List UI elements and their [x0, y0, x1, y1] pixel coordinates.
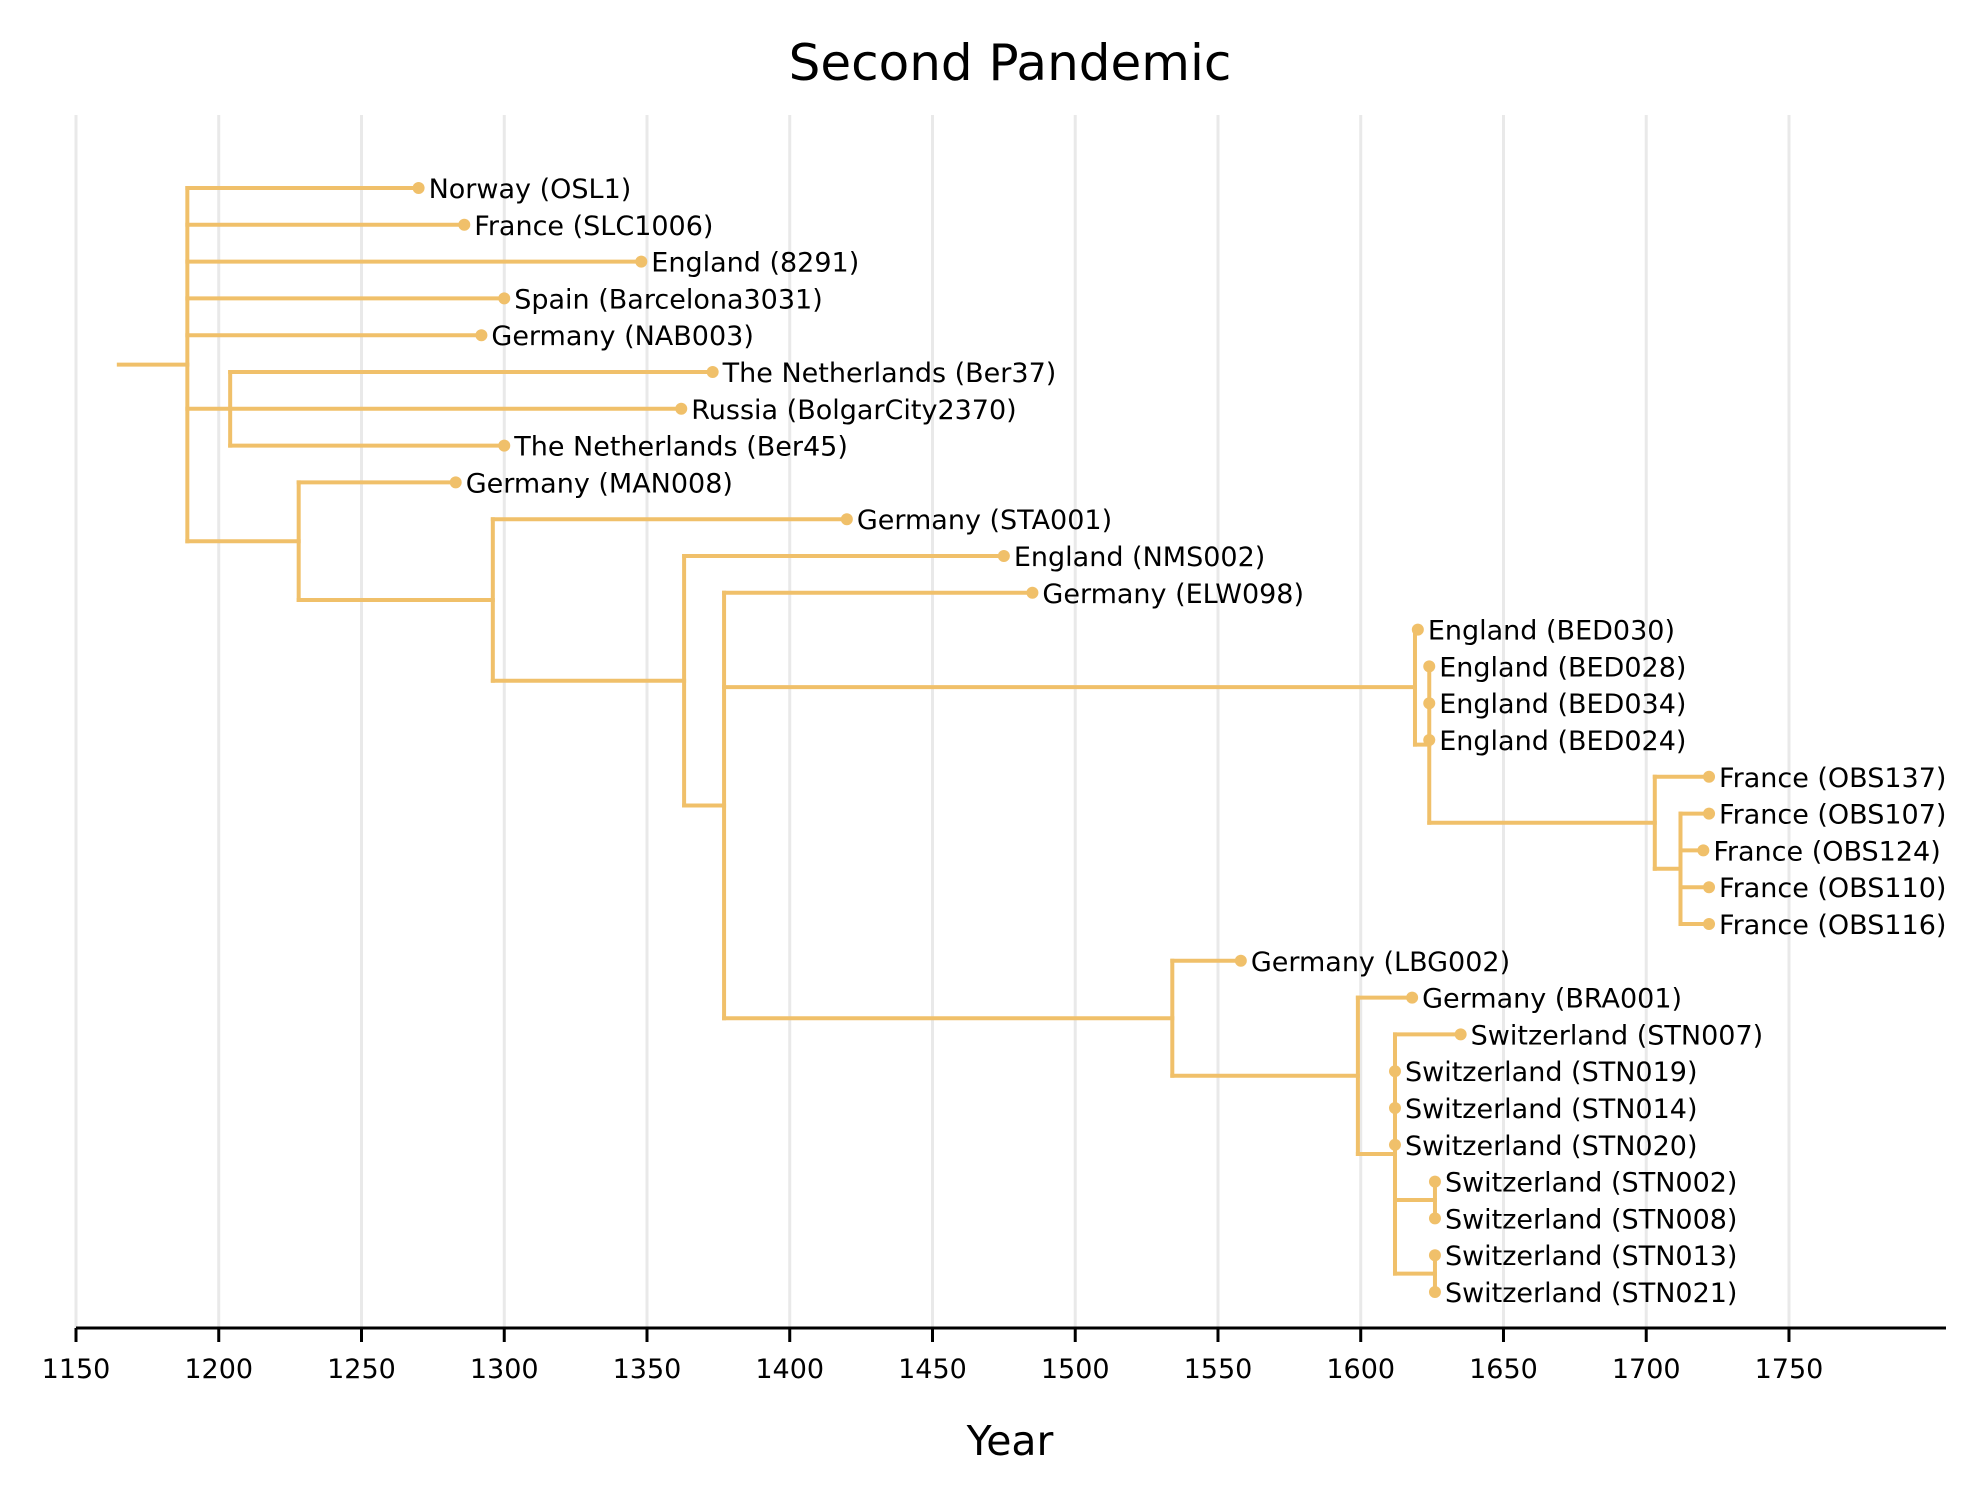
leaf-label: Norway (OSL1) — [429, 174, 632, 205]
leaf-tip — [1388, 1102, 1401, 1114]
leaf-tip — [1423, 660, 1436, 673]
leaf-tip — [1388, 1065, 1401, 1078]
leaf-tip — [1423, 734, 1436, 746]
leaf-tip — [1703, 807, 1716, 820]
x-tick-label: 1400 — [755, 1354, 824, 1385]
leaf-label: Switzerland (STN019) — [1405, 1057, 1698, 1088]
leaf-label: Switzerland (STN021) — [1445, 1278, 1738, 1309]
leaf-label: Germany (LBG002) — [1251, 947, 1510, 978]
leaf-tip — [1406, 991, 1419, 1004]
x-axis-label: Year — [966, 1417, 1054, 1465]
leaf-tip — [458, 218, 471, 231]
leaf-label: France (OBS107) — [1719, 800, 1946, 831]
leaf-label: Russia (BolgarCity2370) — [691, 395, 1016, 426]
x-tick-label: 1700 — [1612, 1354, 1681, 1385]
leaf-label: Germany (ELW098) — [1042, 579, 1304, 610]
leaf-tip — [1428, 1212, 1441, 1225]
leaf-label: England (BED028) — [1439, 652, 1686, 683]
chart-title: Second Pandemic — [789, 34, 1232, 92]
x-tick-label: 1550 — [1184, 1354, 1253, 1385]
leaf-tip — [1454, 1028, 1467, 1041]
leaf-tip — [498, 439, 511, 452]
leaf-label: Switzerland (STN013) — [1445, 1241, 1738, 1272]
leaf-tip — [498, 292, 511, 305]
leaf-tip — [449, 476, 462, 489]
leaf-label: France (OBS110) — [1719, 873, 1946, 904]
leaf-label: Spain (Barcelona3031) — [514, 284, 823, 315]
leaf-tip — [1703, 881, 1716, 894]
leaf-tip — [1428, 1286, 1441, 1298]
leaf-tip — [1026, 586, 1039, 599]
leaf-tip — [1411, 623, 1424, 636]
leaf-tip — [1234, 954, 1247, 967]
leaf-label: The Netherlands (Ber37) — [722, 358, 1057, 389]
leaf-label: England (NMS002) — [1014, 542, 1265, 573]
leaf-tip — [1697, 844, 1710, 857]
leaf-label: England (BED030) — [1428, 616, 1675, 647]
x-tick-label: 1300 — [470, 1354, 539, 1385]
leaf-label: England (BED024) — [1439, 726, 1686, 757]
x-tick-label: 1350 — [613, 1354, 682, 1385]
leaf-tip — [840, 513, 853, 526]
leaf-label: France (SLC1006) — [474, 211, 713, 242]
x-tick-label: 1500 — [1041, 1354, 1110, 1385]
x-tick-label: 1450 — [898, 1354, 967, 1385]
leaf-label: Germany (STA001) — [857, 505, 1112, 536]
leaf-label: Switzerland (STN014) — [1405, 1094, 1698, 1125]
leaf-tip — [1703, 770, 1716, 783]
leaf-label: Switzerland (STN007) — [1471, 1020, 1764, 1051]
leaf-tip — [475, 329, 488, 342]
leaf-label: Germany (MAN008) — [466, 468, 733, 499]
leaf-tip — [1703, 918, 1716, 930]
leaf-tip — [1388, 1138, 1401, 1151]
x-tick-label: 1150 — [42, 1354, 111, 1385]
x-tick-label: 1200 — [184, 1354, 253, 1385]
leaf-tip — [1423, 697, 1436, 710]
leaf-label: England (BED034) — [1439, 689, 1686, 720]
leaf-label: Germany (NAB003) — [491, 321, 753, 352]
leaf-tip — [706, 366, 719, 378]
leaf-tip — [997, 550, 1010, 562]
leaves: Norway (OSL1) France (SLC1006) England (82… — [412, 174, 1946, 1309]
leaf-label: France (OBS116) — [1719, 910, 1946, 941]
leaf-label: France (OBS137) — [1719, 763, 1946, 794]
leaf-tip — [1428, 1175, 1441, 1188]
leaf-label: Switzerland (STN002) — [1445, 1168, 1738, 1199]
leaf-tip — [412, 182, 425, 194]
x-tick-label: 1750 — [1755, 1354, 1824, 1385]
grid — [74, 115, 1791, 1328]
x-axis: 1150 1200 1250 1300 1350 1400 1450 1500 1550 1600… — [42, 1326, 1946, 1385]
x-tick-label: 1250 — [327, 1354, 396, 1385]
leaf-label: France (OBS124) — [1713, 836, 1940, 867]
leaf-tip — [635, 255, 648, 268]
leaf-label: Germany (BRA001) — [1422, 984, 1682, 1015]
leaf-tip — [675, 402, 688, 415]
x-tick-label: 1650 — [1469, 1354, 1538, 1385]
branches — [116, 186, 1712, 1294]
leaf-label: England (8291) — [651, 248, 859, 279]
leaf-label: Switzerland (STN008) — [1445, 1204, 1738, 1235]
leaf-label: The Netherlands (Ber45) — [513, 432, 848, 463]
leaf-label: Switzerland (STN020) — [1405, 1131, 1698, 1162]
leaf-tip — [1428, 1249, 1441, 1262]
x-tick-label: 1600 — [1326, 1354, 1395, 1385]
